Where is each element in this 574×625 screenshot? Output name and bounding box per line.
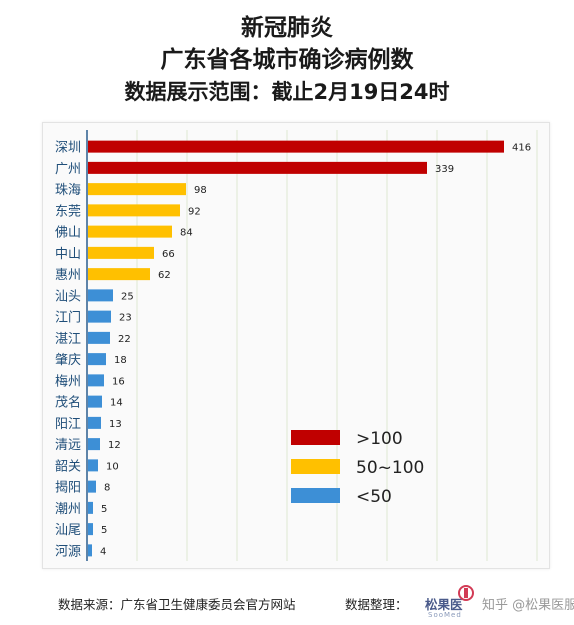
value-label: 22 <box>118 334 131 345</box>
value-label: 8 <box>104 483 110 494</box>
category-label: 珠海 <box>55 183 81 198</box>
bar <box>88 501 93 514</box>
bar <box>88 161 427 174</box>
category-label: 韶关 <box>55 458 81 474</box>
bar <box>88 395 102 408</box>
bar <box>88 268 150 281</box>
value-label: 10 <box>106 461 119 472</box>
footer: 数据来源：广东省卫生健康委员会官方网站 数据整理： 松果医 知乎 @松果医服 <box>0 594 574 614</box>
value-label: 5 <box>101 525 107 536</box>
value-label: 62 <box>158 270 171 281</box>
value-label: 25 <box>121 291 134 302</box>
category-label: 汕头 <box>55 289 81 304</box>
bar <box>88 183 186 196</box>
bar <box>88 331 110 344</box>
bar <box>88 353 106 366</box>
category-label: 广州 <box>55 162 81 177</box>
data-organizer-label: 数据整理： <box>345 597 408 612</box>
bar <box>88 140 504 153</box>
chart-title: 新冠肺炎 <box>241 15 333 41</box>
legend-label: <50 <box>356 487 392 507</box>
chart-date-range: 数据展示范围：截止2月19日24时 <box>124 80 450 104</box>
bar <box>88 204 180 217</box>
category-label: 河源 <box>55 544 81 559</box>
brand-logo-icon <box>458 585 474 601</box>
category-label: 清远 <box>55 438 81 453</box>
category-label: 深圳 <box>55 141 81 156</box>
data-source-text: 数据来源：广东省卫生健康委员会官方网站 <box>58 597 296 612</box>
category-label: 梅州 <box>55 374 81 389</box>
chart-panel: 深圳 416 广州 339 珠海 98 东莞 92 佛山 84 中山 66 惠州 62 汕头 25 江门 23 湛江… <box>42 122 550 569</box>
bar <box>88 523 93 536</box>
value-label: 14 <box>110 398 123 409</box>
bar <box>88 374 104 387</box>
category-label: 惠州 <box>55 268 81 283</box>
category-label: 阳江 <box>55 417 81 432</box>
value-label: 5 <box>101 504 107 515</box>
brand-subtitle: SooMed <box>428 611 462 619</box>
value-label: 4 <box>100 546 106 557</box>
legend-swatch <box>291 488 340 503</box>
value-label: 92 <box>188 206 201 217</box>
legend-swatch <box>291 430 340 445</box>
value-label: 416 <box>512 143 531 154</box>
bar <box>88 289 113 302</box>
value-label: 339 <box>435 164 454 175</box>
bar <box>88 438 100 451</box>
category-label: 茂名 <box>55 395 81 411</box>
value-label: 23 <box>119 313 132 324</box>
value-label: 13 <box>109 419 122 430</box>
chart-subtitle: 广东省各城市确诊病例数 <box>160 47 414 73</box>
bar <box>88 246 154 259</box>
value-label: 98 <box>194 185 207 196</box>
value-label: 18 <box>114 355 127 366</box>
watermark-text: 知乎 @松果医服 <box>482 598 574 613</box>
bar <box>88 480 96 493</box>
category-label: 揭阳 <box>55 481 81 496</box>
legend-label: 50~100 <box>356 458 424 478</box>
value-label: 84 <box>180 228 193 239</box>
category-label: 东莞 <box>55 204 81 219</box>
category-label: 汕尾 <box>55 523 81 538</box>
category-label: 肇庆 <box>55 353 81 368</box>
legend-label: >100 <box>356 429 403 449</box>
category-label: 潮州 <box>55 502 81 517</box>
value-label: 16 <box>112 376 125 387</box>
brand-name: 松果医 <box>425 597 463 612</box>
category-label: 佛山 <box>55 226 81 241</box>
category-label: 中山 <box>55 247 81 262</box>
bar <box>88 225 172 238</box>
bar <box>88 416 101 429</box>
bar <box>88 459 98 472</box>
bar <box>88 310 111 323</box>
value-label: 66 <box>162 249 175 260</box>
legend-swatch <box>291 459 340 474</box>
value-label: 12 <box>108 440 121 451</box>
bar <box>88 544 92 557</box>
category-label: 湛江 <box>55 332 81 347</box>
category-label: 江门 <box>55 311 81 326</box>
